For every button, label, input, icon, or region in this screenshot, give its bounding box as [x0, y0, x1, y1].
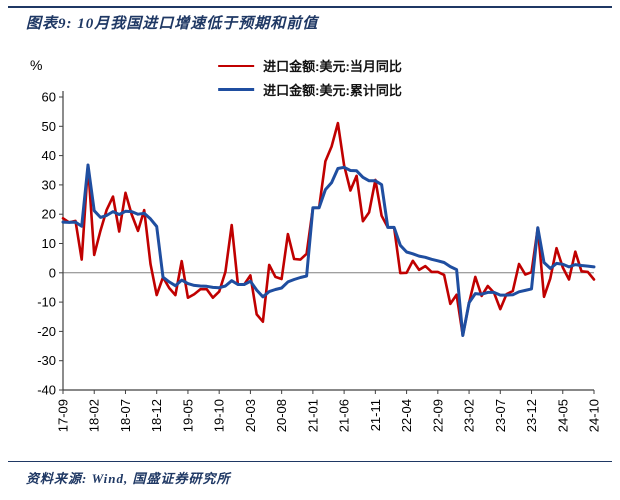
red-line-swatch [218, 64, 255, 67]
svg-text:21-06: 21-06 [337, 399, 352, 432]
svg-text:50: 50 [42, 119, 56, 134]
svg-text:18-02: 18-02 [87, 399, 102, 432]
svg-text:60: 60 [42, 90, 56, 105]
svg-text:18-07: 18-07 [118, 399, 133, 432]
svg-text:23-02: 23-02 [462, 399, 477, 432]
svg-text:21-11: 21-11 [368, 399, 383, 431]
blue-line-swatch [218, 88, 255, 91]
svg-text:17-09: 17-09 [56, 399, 71, 432]
legend-item-monthly-yoy: 进口金额:美元:当月同比 [218, 56, 402, 75]
svg-text:24-10: 24-10 [587, 399, 602, 432]
svg-text:10: 10 [42, 236, 56, 251]
source-note: 资料来源: Wind, 国盛证券研究所 [26, 471, 231, 486]
svg-text:23-12: 23-12 [524, 399, 539, 432]
figure-title: 图表9: 10月我国进口增速低于预期和前值 [26, 16, 319, 32]
import-growth-line-chart: -40 -30 -20 -10 0 10 20 30 40 50 60 17-09 18-02 18-07… [37, 90, 602, 433]
svg-text:21-01: 21-01 [305, 399, 320, 432]
svg-text:-40: -40 [37, 383, 56, 398]
y-axis-unit-label: % [30, 57, 43, 73]
svg-text:20-03: 20-03 [243, 399, 258, 432]
svg-text:-30: -30 [37, 353, 56, 368]
svg-text:24-05: 24-05 [555, 399, 570, 432]
svg-text:19-05: 19-05 [180, 399, 195, 432]
legend-label-monthly-yoy: 进口金额:美元:当月同比 [263, 59, 402, 74]
svg-text:30: 30 [42, 177, 56, 192]
svg-text:20-08: 20-08 [274, 399, 289, 432]
svg-text:20: 20 [42, 207, 56, 222]
svg-text:23-07: 23-07 [493, 399, 508, 432]
bottom-divider [8, 461, 612, 462]
svg-text:22-04: 22-04 [399, 399, 414, 432]
top-divider [8, 6, 612, 8]
svg-text:19-10: 19-10 [212, 399, 227, 432]
legend-label-cumulative-yoy: 进口金额:美元:累计同比 [263, 83, 402, 98]
svg-text:-10: -10 [37, 295, 56, 310]
svg-text:40: 40 [42, 148, 56, 163]
chart-legend: 进口金额:美元:当月同比 进口金额:美元:累计同比 [218, 56, 402, 99]
svg-text:0: 0 [49, 265, 56, 280]
svg-text:-20: -20 [37, 324, 56, 339]
legend-item-cumulative-yoy: 进口金额:美元:累计同比 [218, 80, 402, 99]
svg-text:18-12: 18-12 [149, 399, 164, 432]
svg-text:22-09: 22-09 [430, 399, 445, 432]
